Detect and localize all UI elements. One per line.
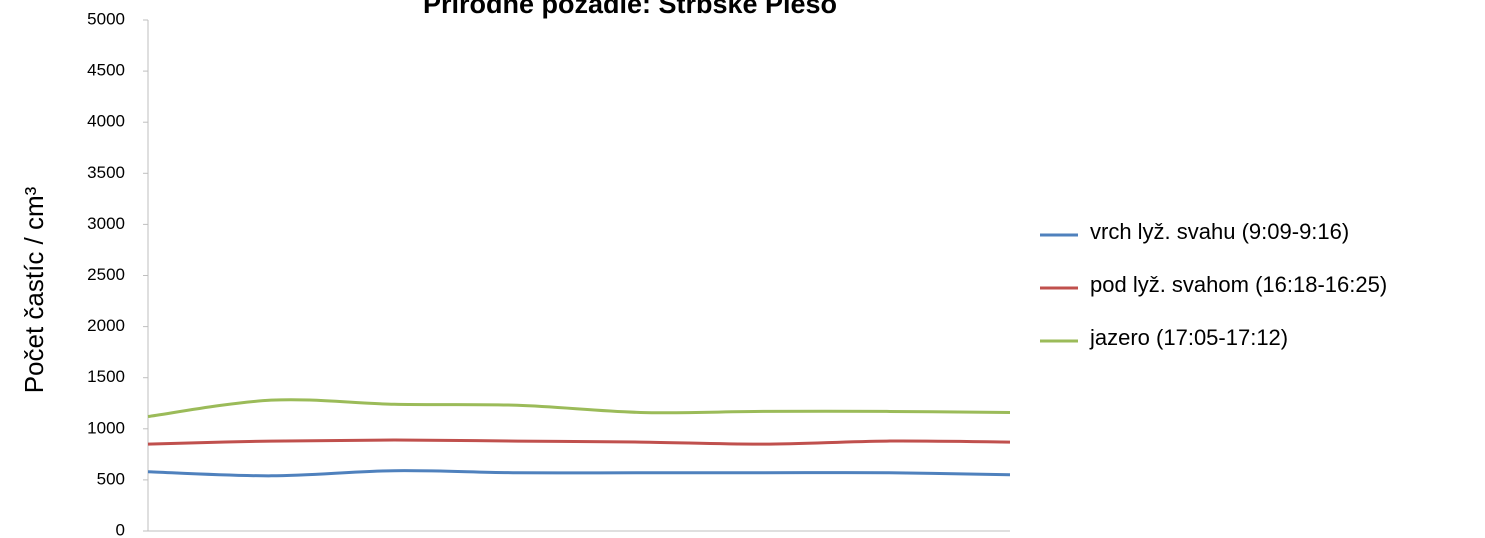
y-tick-label: 4500 (87, 61, 125, 80)
y-tick-label: 1000 (87, 418, 125, 437)
y-tick-label: 0 (116, 520, 125, 538)
legend-label: jazero (17:05-17:12) (1089, 325, 1288, 350)
y-tick-label: 2500 (87, 265, 125, 284)
y-tick-label: 3500 (87, 163, 125, 182)
series-line (147, 398, 1011, 419)
y-tick-label: 2000 (87, 316, 125, 335)
series-line (147, 469, 1011, 478)
y-tick-label: 1500 (87, 367, 125, 386)
y-tick-label: 500 (97, 469, 125, 488)
y-tick-label: 5000 (87, 9, 125, 28)
series-line (147, 438, 1011, 446)
legend-label: pod lyž. svahom (16:18-16:25) (1090, 272, 1387, 297)
y-tick-label: 3000 (87, 214, 125, 233)
y-tick-label: 4000 (87, 112, 125, 131)
legend-label: vrch lyž. svahu (9:09-9:16) (1090, 219, 1349, 244)
y-axis-label: Počet častíc / cm³ (19, 186, 49, 393)
chart-title: Prírodné pozadie: Štrbské Pleso (423, 0, 837, 19)
